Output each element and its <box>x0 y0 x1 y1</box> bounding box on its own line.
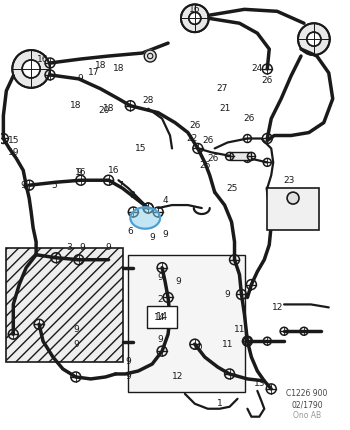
Text: 9: 9 <box>126 356 131 366</box>
Text: 9: 9 <box>225 290 230 299</box>
Text: C1226 900: C1226 900 <box>286 389 328 398</box>
Text: 23: 23 <box>284 176 295 185</box>
Text: 26: 26 <box>199 161 210 170</box>
Text: 15: 15 <box>8 136 19 145</box>
Circle shape <box>189 12 201 24</box>
Text: 15: 15 <box>134 144 146 153</box>
Text: 3: 3 <box>66 243 72 252</box>
Text: 16: 16 <box>37 55 49 64</box>
Text: 24: 24 <box>252 64 263 74</box>
Text: 8: 8 <box>130 190 135 200</box>
Text: 19: 19 <box>8 148 19 157</box>
Text: 9: 9 <box>126 372 131 381</box>
Text: 9: 9 <box>106 243 111 252</box>
Text: 6: 6 <box>127 227 133 236</box>
Text: 5: 5 <box>51 181 57 190</box>
Text: 26: 26 <box>244 114 255 123</box>
Text: 9: 9 <box>73 325 79 334</box>
Text: 1: 1 <box>217 399 223 408</box>
Text: 14: 14 <box>154 313 166 322</box>
Text: 11: 11 <box>222 340 233 349</box>
Text: 26: 26 <box>261 77 273 86</box>
Text: 18: 18 <box>113 64 124 74</box>
FancyBboxPatch shape <box>147 307 177 328</box>
Text: 22: 22 <box>186 134 197 143</box>
Text: 26: 26 <box>202 136 214 145</box>
Text: 9: 9 <box>80 243 86 252</box>
Text: 17: 17 <box>88 68 99 77</box>
Bar <box>230 152 251 160</box>
Circle shape <box>307 32 321 46</box>
Text: 25: 25 <box>227 184 238 193</box>
Text: 11: 11 <box>234 325 245 334</box>
Text: 27: 27 <box>216 84 227 93</box>
Text: 16: 16 <box>189 5 201 14</box>
Text: 21: 21 <box>219 104 230 113</box>
Text: 9: 9 <box>73 340 79 349</box>
Text: 9: 9 <box>76 168 82 177</box>
Text: 16: 16 <box>108 166 119 175</box>
Text: 9: 9 <box>162 230 168 240</box>
Text: 9: 9 <box>149 233 155 243</box>
Text: 9: 9 <box>175 277 181 286</box>
Text: 12: 12 <box>172 372 184 381</box>
Circle shape <box>287 192 299 204</box>
Text: 18: 18 <box>70 101 82 110</box>
Bar <box>6 248 124 362</box>
Ellipse shape <box>130 207 160 229</box>
Text: 14: 14 <box>156 312 168 322</box>
Text: 9: 9 <box>157 335 163 344</box>
Text: 2: 2 <box>157 295 163 304</box>
Text: 7: 7 <box>118 181 123 190</box>
Text: 26: 26 <box>207 154 218 163</box>
Circle shape <box>12 50 50 88</box>
Text: 4: 4 <box>162 196 168 205</box>
Text: 18: 18 <box>103 104 114 113</box>
Circle shape <box>298 23 330 55</box>
Circle shape <box>22 60 40 78</box>
Bar <box>128 255 245 392</box>
Text: 9: 9 <box>157 273 163 282</box>
Text: 9: 9 <box>20 181 26 190</box>
Text: 13: 13 <box>254 379 265 388</box>
Text: 26: 26 <box>189 121 201 130</box>
Text: 28: 28 <box>142 96 154 105</box>
Text: 12: 12 <box>272 303 283 312</box>
Bar <box>267 188 319 230</box>
Text: 9: 9 <box>77 74 83 83</box>
Text: Ono AB: Ono AB <box>293 411 321 420</box>
Text: 10: 10 <box>192 343 204 352</box>
Text: 16: 16 <box>75 168 86 177</box>
Text: 02/1790: 02/1790 <box>291 400 323 409</box>
Text: 18: 18 <box>95 61 106 71</box>
Text: 20: 20 <box>98 106 109 115</box>
Circle shape <box>144 50 156 62</box>
Circle shape <box>181 4 209 32</box>
